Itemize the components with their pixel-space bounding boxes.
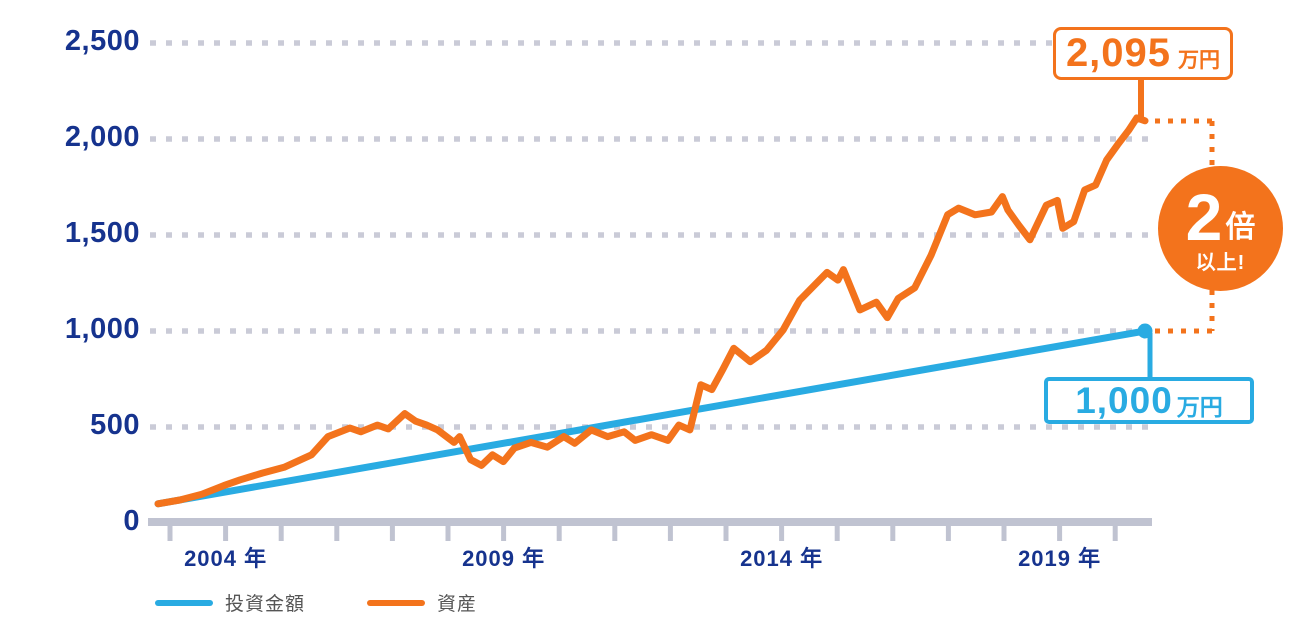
legend-item-asset: 資産 [367,589,477,616]
badge-main-row: 2 倍 [1186,184,1256,250]
y-axis-label: 0 [123,505,140,538]
x-axis-label: 2009 年 [462,546,546,571]
y-axis-label: 500 [90,409,140,442]
investment-line-swatch-icon [155,599,213,606]
double-or-more-badge: 2 倍 以上! [1158,166,1283,291]
badge-number: 2 [1185,180,1223,254]
x-axis-label: 2004 年 [184,546,268,571]
x-axis-label: 2019 年 [1018,546,1102,571]
invested-amount-unit: 万円 [1176,393,1223,420]
y-axis-label: 2,500 [64,25,140,58]
asset-value-number: 2,095 [1065,31,1172,75]
asset-value-unit: 万円 [1178,48,1221,72]
badge-word: 倍 [1225,211,1256,244]
legend-label-asset: 資産 [437,594,478,615]
y-axis-label: 1,000 [64,313,140,346]
investment-line-end-dot [1137,323,1153,339]
badge-subtext: 以上! [1195,252,1246,274]
x-axis-label: 2014 年 [740,546,824,571]
legend-item-investment: 投資金額 [155,589,305,616]
series-line-asset [154,114,1149,508]
asset-line-swatch-icon [367,599,426,606]
legend-label-investment: 投資金額 [225,594,306,615]
series-line-investment [154,327,1149,508]
y-axis-label: 1,500 [64,217,140,250]
legend: 投資金額 資産 [155,589,477,616]
invested-amount-callout: 1,000 万円 [1044,377,1254,424]
y-axis-label: 2,000 [64,121,140,154]
invested-amount-number: 1,000 [1075,379,1173,421]
asset-value-callout: 2,095 万円 [1053,27,1233,80]
